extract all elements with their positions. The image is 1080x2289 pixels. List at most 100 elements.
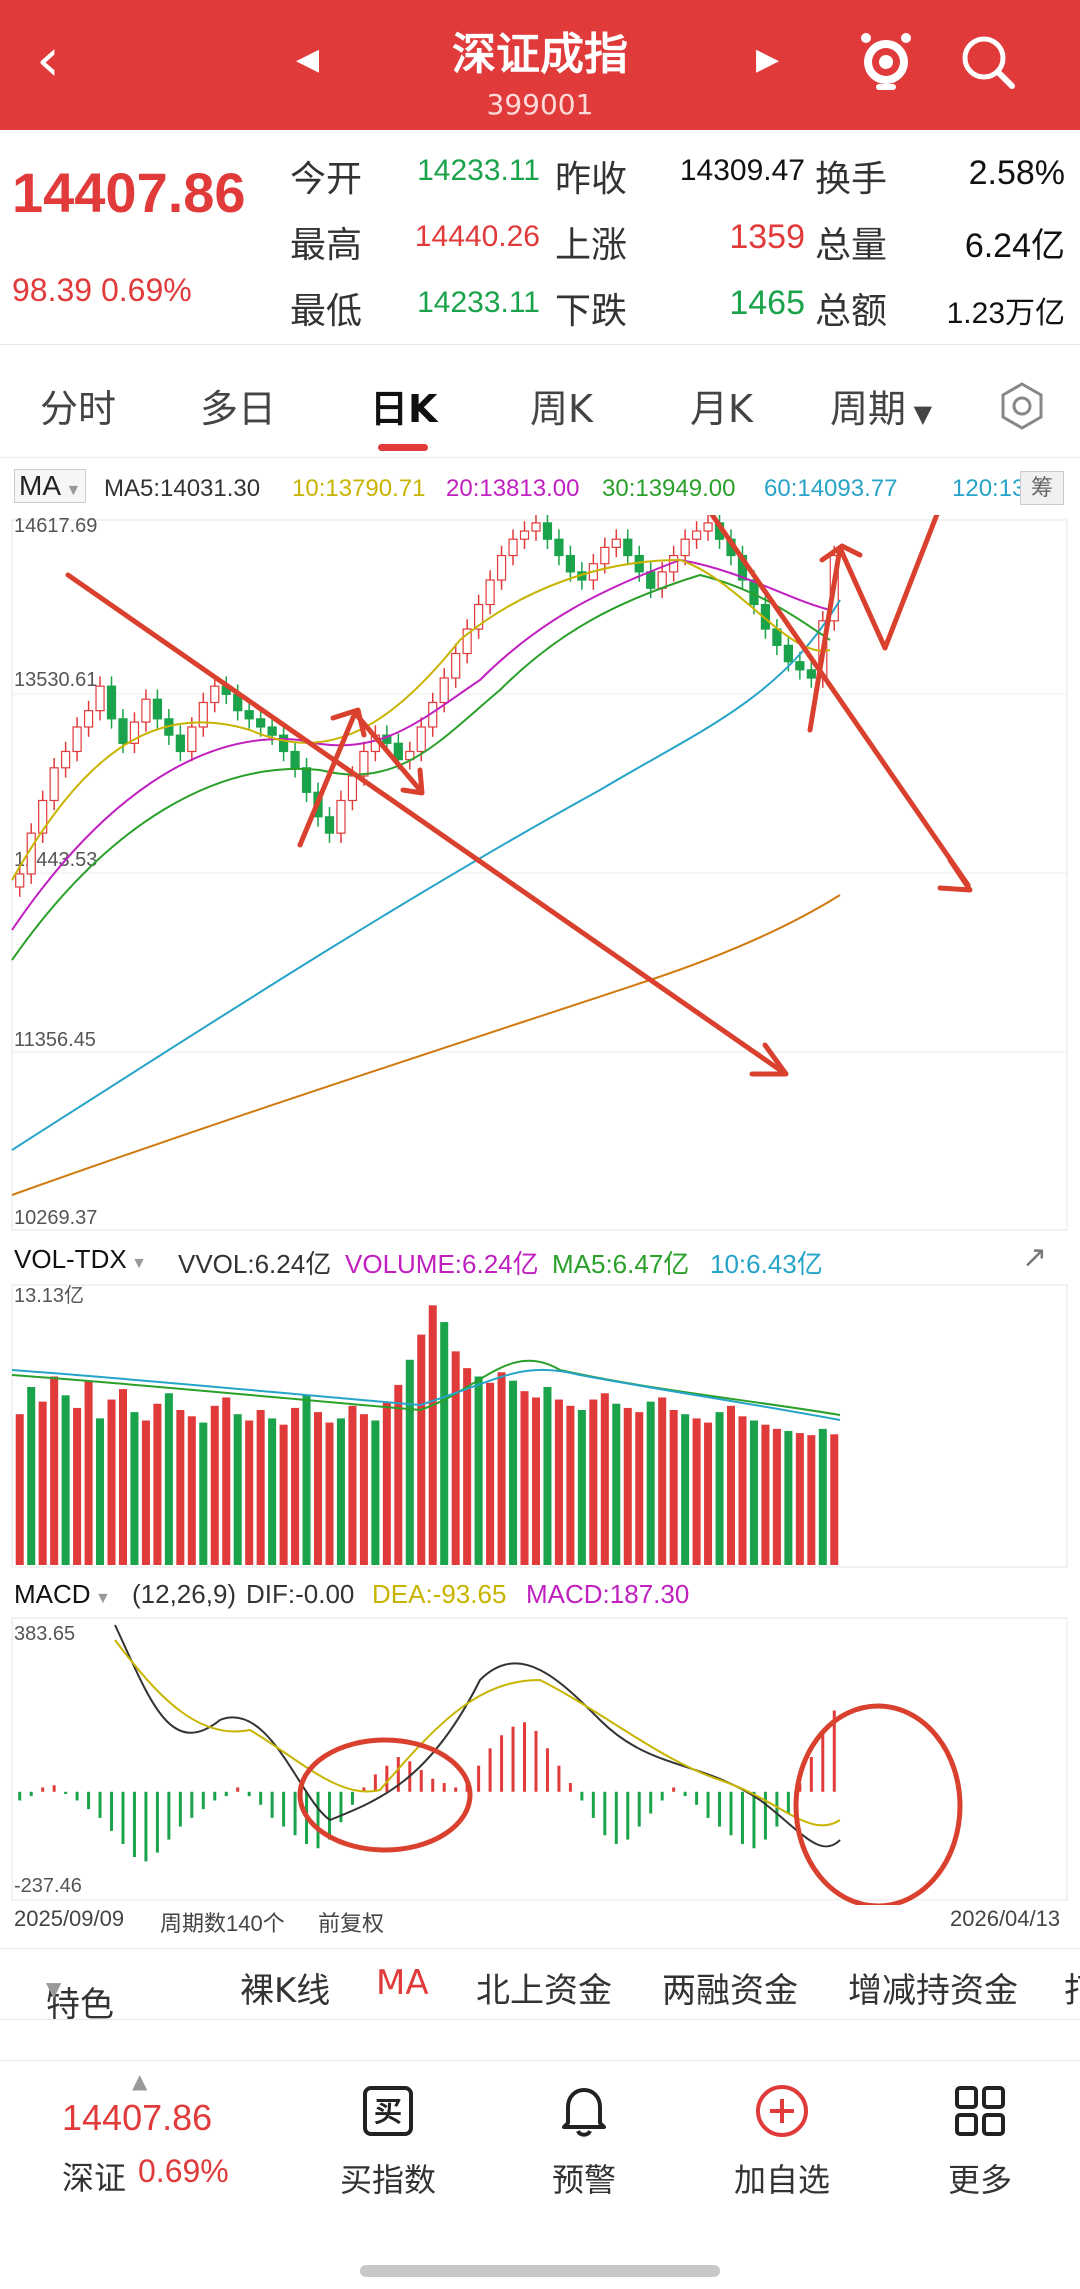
volume-bar <box>635 1412 644 1565</box>
quote-panel: 14407.86 98.39 0.69% 今开 14233.11 昨收 1430… <box>0 130 1080 345</box>
caret-down-icon: ▼ <box>46 1977 62 2001</box>
candle-body <box>15 873 25 888</box>
vol-ma5-line <box>11 1359 841 1416</box>
candle-body <box>210 685 220 704</box>
volume-bar <box>256 1410 265 1565</box>
kline-chart[interactable]: 14617.69 13530.61 12443.53 11356.45 1026… <box>0 515 1080 1905</box>
candle-body <box>106 685 117 720</box>
macd-dif: DIF:-0.00 <box>246 1579 355 1609</box>
volume-bar <box>784 1430 793 1565</box>
volume-bar <box>325 1422 334 1565</box>
bottom-action-bar: ▲ 14407.86 深证 0.69% 买 买指数 预警 加自选 更多 <box>0 2060 1080 2289</box>
ma-indicator-label: MA <box>19 470 61 501</box>
candle-body <box>359 750 369 777</box>
tab-period[interactable]: 周期 ▼ <box>830 378 932 433</box>
candle-body <box>129 721 140 744</box>
volume-y-tick: 13.13亿 <box>14 1284 84 1307</box>
tab-daily-k[interactable]: 日K <box>370 387 438 431</box>
candle-body <box>301 767 312 793</box>
volume-bar <box>531 1397 541 1565</box>
volume-bars-group <box>15 1305 839 1565</box>
tab-monthly-k[interactable]: 月K <box>690 387 753 431</box>
volume-bar <box>348 1405 357 1565</box>
volume-legend: VOL-TDX ▼ VVOL:6.24亿 VOLUME:6.24亿 MA5:6.… <box>0 1236 1080 1286</box>
macd-dea: DEA:-93.65 <box>372 1579 507 1609</box>
next-index-button[interactable]: ▶ <box>756 42 780 77</box>
volume-bar <box>417 1334 426 1565</box>
ma-lines-group <box>11 558 841 1196</box>
search-icon[interactable] <box>956 30 1020 94</box>
more-button[interactable]: 更多 <box>900 2081 1060 2201</box>
candle-body <box>772 628 782 646</box>
tab-multiday[interactable]: 多日 <box>200 387 277 431</box>
volume-bar <box>336 1418 345 1565</box>
ma10-value: 10:13790.71 <box>292 475 426 502</box>
buy-index-label: 买指数 <box>339 2161 436 2199</box>
candle-body <box>691 530 702 540</box>
chip-button[interactable]: 筹 <box>1020 471 1064 505</box>
ma30-value: 30:13949.00 <box>602 475 736 502</box>
volume-bar <box>153 1403 162 1565</box>
current-price: 14407.86 <box>12 161 246 224</box>
candle-body <box>175 734 185 753</box>
more-label: 更多 <box>947 2161 1012 2199</box>
y-tick-label: 14617.69 <box>14 515 97 537</box>
volume-bar <box>359 1414 368 1565</box>
ind-tab-northbound[interactable]: 北上资金 <box>476 1971 612 2011</box>
buy-index-button[interactable]: 买 买指数 <box>308 2081 468 2201</box>
settings-hex-icon[interactable] <box>996 380 1048 432</box>
ma20-value: 20:13813.00 <box>446 475 580 502</box>
volume-bar <box>554 1399 563 1565</box>
volume-bar <box>302 1395 311 1565</box>
volume-bar <box>187 1416 196 1565</box>
ma-indicator-select[interactable]: MA ▼ <box>14 469 87 503</box>
label-fall: 下跌 <box>555 291 628 332</box>
prev-index-button[interactable]: ◀ <box>296 42 320 77</box>
add-watchlist-button[interactable]: 加自选 <box>702 2081 862 2201</box>
bottom-pct: 0.69% <box>138 2153 229 2189</box>
back-button[interactable]: ‹ <box>36 25 60 95</box>
candle-body <box>542 522 553 540</box>
ma20-line <box>11 558 831 931</box>
vol-indicator-select[interactable]: VOL-TDX ▼ <box>14 1244 147 1275</box>
ind-tab-ma[interactable]: MA <box>376 1963 429 2003</box>
add-watchlist-label: 加自选 <box>733 2161 830 2199</box>
volume-bar <box>38 1401 47 1565</box>
volume-bar <box>405 1359 414 1565</box>
ma10-line <box>11 558 831 881</box>
vol-ma5-value: MA5:6.47亿 <box>552 1249 690 1279</box>
volume-bar <box>612 1403 621 1565</box>
candle-body <box>118 718 128 744</box>
bottom-index-name: 深证 <box>62 2159 127 2197</box>
vol-indicator-label: VOL-TDX <box>14 1244 127 1274</box>
volume-bar <box>176 1410 185 1565</box>
expand-icon[interactable]: ↗ <box>1022 1241 1048 1274</box>
tab-weekly-k[interactable]: 周K <box>530 387 593 431</box>
bottom-price: 14407.86 <box>62 2097 213 2138</box>
ind-tab-bare-k[interactable]: 裸K线 <box>240 1971 331 2011</box>
candle-body <box>496 554 507 581</box>
volume-bar <box>463 1368 472 1565</box>
ind-tab-holding-change[interactable]: 增减持资金 <box>848 1971 1018 2011</box>
volume-bar <box>118 1389 128 1565</box>
candle-body <box>646 571 656 589</box>
volume-bar <box>50 1376 59 1565</box>
volume-bar <box>291 1407 300 1565</box>
alert-button[interactable]: 预警 <box>504 2081 664 2201</box>
macd-indicator-select[interactable]: MACD ▼ <box>14 1579 111 1610</box>
volume-bar <box>738 1416 747 1565</box>
macd-y-tick: -237.46 <box>14 1875 82 1897</box>
volume-bar <box>96 1418 105 1565</box>
value-open: 14233.11 <box>417 154 540 187</box>
ind-tab-margin[interactable]: 两融资金 <box>662 1971 798 2011</box>
volume-bar <box>107 1399 116 1565</box>
arrowhead <box>400 767 425 796</box>
volume-bar <box>509 1380 518 1565</box>
tab-intraday[interactable]: 分时 <box>40 387 117 431</box>
volume-bar <box>772 1428 781 1565</box>
adjust-mode: 前复权 <box>318 1911 385 1936</box>
ind-tab-more[interactable]: 打 <box>1064 1963 1080 2012</box>
volume-bar <box>681 1414 690 1565</box>
robot-icon[interactable] <box>856 28 916 92</box>
volume-bar <box>761 1424 770 1565</box>
